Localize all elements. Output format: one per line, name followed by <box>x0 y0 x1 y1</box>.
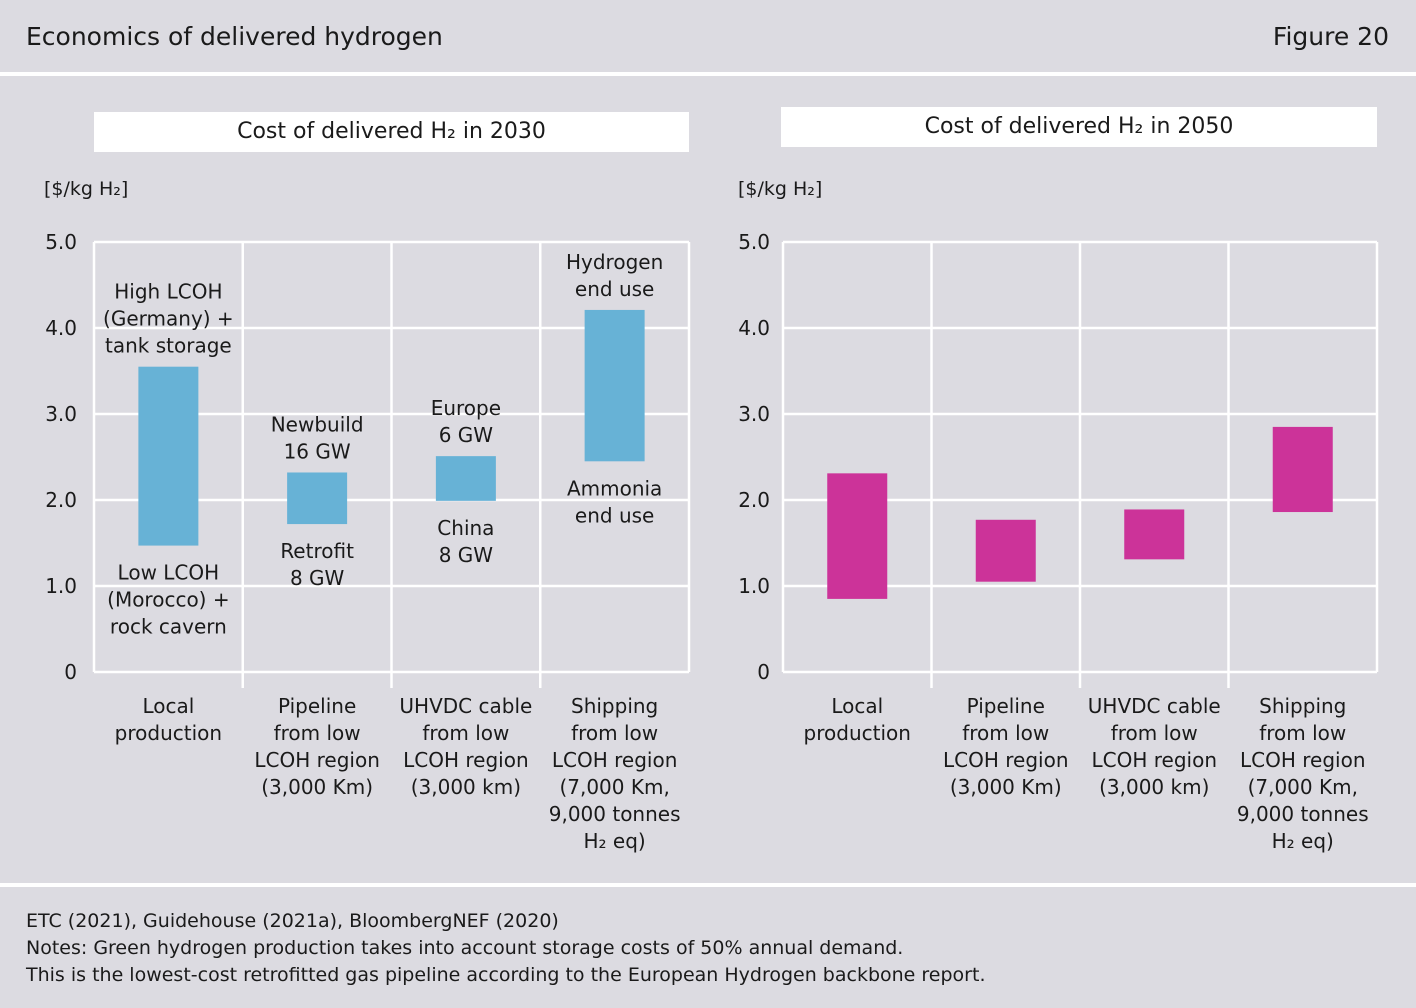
left-category-label: LCOH region <box>552 748 678 772</box>
left-category-label: (7,000 Km, <box>559 775 669 799</box>
right-range-bar <box>1124 509 1185 560</box>
left-category-label: Pipeline <box>278 694 356 718</box>
left-category-label: from low <box>422 721 509 745</box>
left-category-label: LCOH region <box>403 748 529 772</box>
figure-number: Figure 20 <box>1272 22 1389 51</box>
right-range-bar <box>827 473 888 599</box>
right-category-label: production <box>804 721 911 745</box>
right-category-label: LCOH region <box>1240 748 1366 772</box>
right-chart-title: Cost of delivered H₂ in 2050 <box>781 107 1377 147</box>
right-y-tick-label: 2.0 <box>738 488 770 512</box>
left-bar-annotation: 16 GW <box>284 439 351 463</box>
right-y-tick-label: 5.0 <box>738 230 770 254</box>
left-category-label: LCOH region <box>254 748 380 772</box>
left-chart-title: Cost of delivered H₂ in 2030 <box>94 112 689 152</box>
right-category-label: H₂ eq) <box>1272 829 1334 853</box>
right-range-bar <box>975 519 1036 582</box>
right-y-tick-label: 4.0 <box>738 316 770 340</box>
left-bar-annotation: Newbuild <box>271 412 364 436</box>
left-bar-annotation: (Morocco) + <box>107 588 229 612</box>
left-bar-annotation: tank storage <box>105 334 232 358</box>
left-bar-annotation: China <box>437 516 494 540</box>
left-range-bar <box>435 456 496 501</box>
right-y-tick-label: 1.0 <box>738 574 770 598</box>
right-category-label: (3,000 Km) <box>950 775 1062 799</box>
left-bar-annotation: Low LCOH <box>118 561 220 585</box>
left-range-bar <box>138 366 199 546</box>
left-category-label: production <box>115 721 222 745</box>
left-category-label: from low <box>274 721 361 745</box>
left-bar-annotation: 8 GW <box>290 566 345 590</box>
left-category-label: (3,000 Km) <box>261 775 373 799</box>
storage-note: Notes: Green hydrogen production takes i… <box>26 937 904 959</box>
left-bar-annotation: High LCOH <box>114 280 222 304</box>
left-category-label: (3,000 km) <box>411 775 521 799</box>
figure-header: Economics of delivered hydrogen Figure 2… <box>0 0 1416 74</box>
source-note: ETC (2021), Guidehouse (2021a), Bloomber… <box>26 910 559 932</box>
left-category-label: 9,000 tonnes <box>549 802 681 826</box>
right-category-label: from low <box>1111 721 1198 745</box>
right-category-label: Shipping <box>1259 694 1346 718</box>
right-range-bar <box>1272 426 1333 513</box>
left-category-label: Local <box>142 694 194 718</box>
right-category-label: (3,000 km) <box>1099 775 1209 799</box>
pipeline-note: This is the lowest-cost retrofitted gas … <box>26 964 986 986</box>
left-bar-annotation: Hydrogen <box>566 250 663 274</box>
right-y-tick-label: 0 <box>757 660 770 684</box>
left-y-tick-label: 0 <box>64 660 77 684</box>
left-bar-annotation: (Germany) + <box>103 307 234 331</box>
right-category-label: Pipeline <box>967 694 1045 718</box>
left-y-tick-label: 3.0 <box>45 402 77 426</box>
left-y-tick-label: 2.0 <box>45 488 77 512</box>
left-y-tick-label: 5.0 <box>45 230 77 254</box>
right-category-label: LCOH region <box>943 748 1069 772</box>
left-range-bar <box>584 309 645 462</box>
left-y-tick-label: 1.0 <box>45 574 77 598</box>
left-bar-annotation: 8 GW <box>439 543 494 567</box>
right-y-axis-label: [$/kg H₂] <box>738 178 823 200</box>
left-category-label: from low <box>571 721 658 745</box>
left-y-tick-label: 4.0 <box>45 316 77 340</box>
right-y-tick-label: 3.0 <box>738 402 770 426</box>
footer-divider <box>0 883 1416 887</box>
right-category-label: from low <box>962 721 1049 745</box>
left-category-label: Shipping <box>571 694 658 718</box>
right-category-label: LCOH region <box>1092 748 1218 772</box>
footer-notes: ETC (2021), Guidehouse (2021a), Bloomber… <box>26 908 985 989</box>
figure-title: Economics of delivered hydrogen <box>26 22 443 51</box>
left-bar-annotation: rock cavern <box>110 615 227 639</box>
right-category-label: from low <box>1259 721 1346 745</box>
left-bar-annotation: Ammonia <box>567 476 662 500</box>
left-range-bar <box>287 472 348 525</box>
left-bar-annotation: Retrofit <box>280 539 354 563</box>
left-bar-annotation: end use <box>575 277 654 301</box>
left-bar-annotation: Europe <box>431 396 501 420</box>
right-category-label: UHVDC cable <box>1088 694 1221 718</box>
right-category-label: Local <box>831 694 883 718</box>
left-category-label: UHVDC cable <box>399 694 532 718</box>
left-y-axis-label: [$/kg H₂] <box>44 178 129 200</box>
left-bar-annotation: end use <box>575 503 654 527</box>
left-bar-annotation: 6 GW <box>439 423 494 447</box>
header-divider <box>0 72 1416 76</box>
right-category-label: 9,000 tonnes <box>1237 802 1369 826</box>
right-category-label: (7,000 Km, <box>1248 775 1358 799</box>
left-category-label: H₂ eq) <box>584 829 646 853</box>
